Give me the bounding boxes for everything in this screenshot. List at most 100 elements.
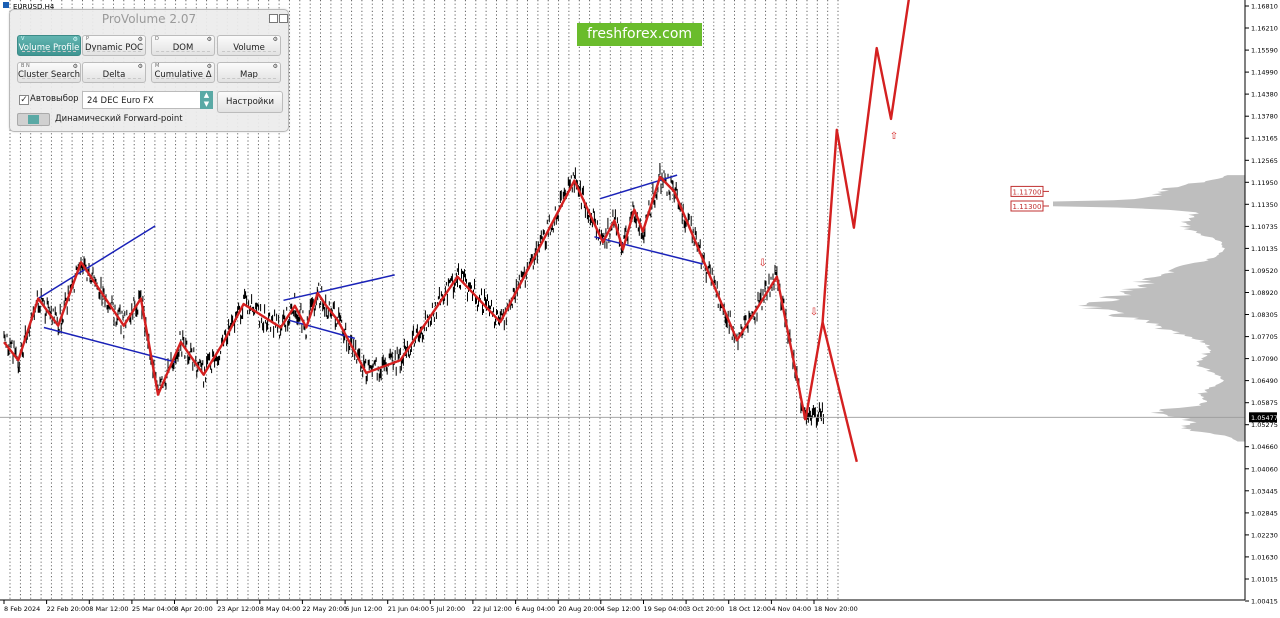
instrument-select-arrow-icon[interactable]: ▲ ▼	[200, 91, 213, 109]
panel-button-dynamic-poc[interactable]: P ⚙ Dynamic POC	[82, 35, 146, 56]
forward-point-label: Динамический Forward-point	[55, 114, 183, 124]
time-tick-label: 4 Sep 12:00	[601, 605, 640, 613]
price-tick-label: 1.02230	[1251, 531, 1278, 539]
price-tick-label: 1.07090	[1251, 355, 1278, 363]
projection-down-line	[821, 321, 858, 463]
trend-channel-line	[283, 274, 395, 302]
button-underline	[22, 78, 76, 80]
time-tick-label: 8 Feb 2024	[4, 605, 40, 613]
gear-icon[interactable]: ⚙	[137, 63, 143, 70]
symbol-label: EURUSD,H4	[13, 3, 55, 11]
price-tick-label: 1.09520	[1251, 267, 1278, 275]
price-tick-label: 1.16810	[1251, 3, 1278, 11]
button-underline	[222, 51, 276, 53]
time-tick-label: 6 Jun 12:00	[345, 605, 382, 613]
level-label: 1.11700	[1013, 188, 1042, 196]
hotkey-label: B N	[21, 63, 30, 69]
price-tick-label: 1.07705	[1251, 333, 1278, 341]
price-tick-label: 1.02845	[1251, 509, 1278, 517]
autoselect-label: Автовыбор	[30, 94, 79, 104]
panel-button-cluster-search[interactable]: B N ⚙ Cluster Search	[17, 62, 81, 83]
gear-icon[interactable]: ⚙	[72, 63, 78, 70]
gear-icon[interactable]: ⚙	[206, 63, 212, 70]
panel-button-label: Volume	[233, 43, 265, 53]
gear-icon[interactable]: ⚙	[72, 36, 78, 43]
projection-up-line	[804, 0, 910, 421]
button-underline	[156, 78, 210, 80]
button-underline	[222, 78, 276, 80]
price-tick-label: 1.04660	[1251, 443, 1278, 451]
hotkey-label: V	[21, 36, 25, 42]
hotkey-label: P	[86, 36, 90, 42]
time-tick-label: 18 Oct 12:00	[729, 605, 771, 613]
panel-button-label: Map	[240, 70, 258, 80]
panel-button-dom[interactable]: D ⚙ DOM	[151, 35, 215, 56]
settings-button[interactable]: Настройки	[217, 91, 283, 113]
price-tick-label: 1.14990	[1251, 69, 1278, 77]
gear-icon[interactable]: ⚙	[206, 36, 212, 43]
panel-button-map[interactable]: ⚙ Map	[217, 62, 281, 83]
watermark-logo: freshforex.com	[577, 23, 702, 46]
hotkey-label: M	[155, 63, 160, 69]
time-tick-label: 22 May 20:00	[302, 605, 347, 613]
forward-point-toggle[interactable]	[17, 113, 50, 126]
zigzag-waves	[3, 0, 910, 463]
symbol-icon	[3, 2, 9, 8]
price-tick-label: 1.13165	[1251, 135, 1278, 143]
time-tick-label: 4 Nov 04:00	[771, 605, 811, 613]
time-tick-label: 23 Apr 12:00	[217, 605, 259, 613]
time-tick-label: 20 Aug 20:00	[558, 605, 602, 613]
panel-button-label: Cluster Search	[18, 70, 81, 80]
trend-channels	[37, 174, 703, 363]
panel-button-label: Volume Profile	[18, 43, 80, 53]
price-tick-label: 1.11350	[1251, 201, 1278, 209]
panel-button-delta[interactable]: ⚙ Delta	[82, 62, 146, 83]
time-tick-label: 22 Feb 20:00	[47, 605, 90, 613]
price-tick-label: 1.04060	[1251, 465, 1278, 473]
price-tick-label: 1.05875	[1251, 399, 1278, 407]
time-tick-label: 3 Oct 20:00	[686, 605, 724, 613]
current-price-label: 1.05477	[1251, 414, 1278, 422]
panel-button-volume-profile[interactable]: V ⚙ Volume Profile	[17, 35, 81, 56]
time-tick-label: 25 Mar 04:00	[132, 605, 175, 613]
time-tick-label: 21 Jun 04:00	[388, 605, 429, 613]
instrument-select[interactable]: 24 DEC Euro FX	[82, 91, 202, 109]
price-tick-label: 1.10735	[1251, 223, 1278, 231]
autoselect-checkbox[interactable]: ✓	[19, 95, 29, 105]
trend-channel-line	[37, 225, 156, 300]
provolume-panel[interactable]: ProVolume 2.07 V ⚙ Volume Profile P ⚙ Dynamic…	[9, 9, 289, 132]
zigzag-wave-line	[3, 175, 807, 421]
trend-channel-line	[289, 319, 355, 340]
minimize-icon[interactable]	[269, 14, 278, 23]
trend-channel-line	[594, 236, 703, 265]
price-tick-label: 1.10135	[1251, 245, 1278, 253]
gear-icon[interactable]: ⚙	[272, 36, 278, 43]
time-tick-label: 5 Jul 20:00	[430, 605, 465, 613]
panel-button-volume[interactable]: ⚙ Volume	[217, 35, 281, 56]
panel-title: ProVolume 2.07	[101, 12, 197, 26]
panel-button-label: Dynamic POC	[85, 43, 143, 53]
price-tick-label: 1.06490	[1251, 377, 1278, 385]
level-label: 1.11300	[1013, 203, 1042, 211]
time-tick-label: 19 Sep 04:00	[644, 605, 687, 613]
signal-arrow-icon: ⇧	[890, 131, 898, 142]
chart-labels: ⇩ ⇩ ⇧ 1.11700 1.11300 EURUSD,H4	[3, 2, 1049, 318]
trend-channel-line	[43, 326, 176, 363]
panel-button-cumulative[interactable]: M ⚙ Cumulative Δ	[151, 62, 215, 83]
panel-button-label: Cumulative Δ	[154, 70, 212, 80]
panel-button-label: Delta	[102, 70, 126, 80]
gear-icon[interactable]: ⚙	[272, 63, 278, 70]
chart-grid	[9, 0, 839, 600]
price-tick-label: 1.11950	[1251, 179, 1278, 187]
price-tick-label: 1.08920	[1251, 289, 1278, 297]
button-underline	[156, 51, 210, 53]
price-tick-label: 1.01015	[1251, 576, 1278, 584]
time-tick-label: 8 Apr 20:00	[175, 605, 213, 613]
price-tick-label: 1.00415	[1251, 598, 1278, 606]
close-icon[interactable]	[279, 14, 288, 23]
gear-icon[interactable]: ⚙	[137, 36, 143, 43]
price-tick-label: 1.03445	[1251, 487, 1278, 495]
price-tick-label: 1.16210	[1251, 25, 1278, 33]
